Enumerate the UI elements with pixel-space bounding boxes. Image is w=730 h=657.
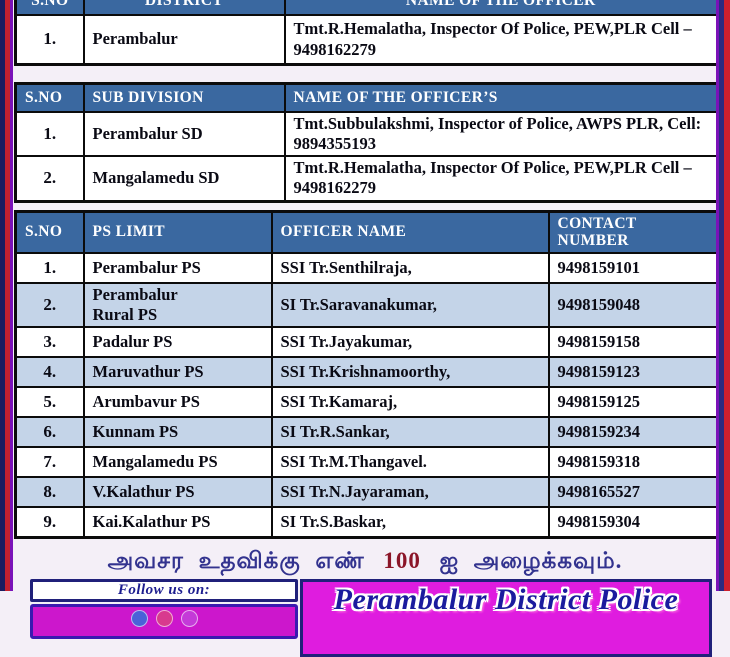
table-row: 2. Mangalamedu SD Tmt.R.Hemalatha, Inspe… [14, 155, 719, 202]
ps-header-contact: CONTACT NUMBER [547, 209, 719, 255]
ps-row-contact: 9498159158 [547, 326, 719, 359]
ps-header-sno: S.NO [14, 209, 85, 255]
ps-header-officer: OFFICER NAME [270, 209, 550, 255]
table-row: 5. Arumbavur PS SSI Tr.Kamaraj, 94981591… [14, 386, 719, 419]
ps-row-limit: Kunnam PS [82, 416, 273, 449]
ps-row-limit: Padalur PS [82, 326, 273, 359]
emergency-text-after: ஐ அழைக்கவும். [439, 548, 623, 574]
ps-row-limit: Kai.Kalathur PS [82, 506, 273, 539]
ps-row-limit: V.Kalathur PS [82, 476, 273, 509]
subdivision-table: S.NO SUB DIVISION NAME OF THE OFFICER’S … [14, 82, 719, 203]
ps-row-sno: 3. [14, 326, 85, 359]
social-icons-strip [30, 604, 298, 640]
subdivision-row-name: Perambalur SD [82, 110, 286, 158]
ps-row-officer: SI Tr.Saravanakumar, [270, 282, 550, 329]
table-row: 3. Padalur PS SSI Tr.Jayakumar, 94981591… [14, 326, 719, 359]
ps-row-sno: 9. [14, 506, 85, 539]
ps-row-officer: SI Tr.S.Baskar, [270, 506, 550, 539]
district-header-officer: NAME OF THE OFFICER [283, 0, 719, 16]
table-row: 9. Kai.Kalathur PS SI Tr.S.Baskar, 94981… [14, 506, 719, 539]
subdivision-row-sno: 2. [14, 155, 85, 202]
ps-row-officer: SI Tr.R.Sankar, [270, 416, 550, 449]
ps-row-officer: SSI Tr.Senthilraja, [270, 252, 550, 285]
ps-row-officer: SSI Tr.Krishnamoorthy, [270, 356, 550, 389]
emergency-text-before: அவசர உதவிக்கு எண் [107, 548, 365, 574]
ps-row-contact: 9498159123 [547, 356, 719, 389]
poster-content: S.NO DISTRICT NAME OF THE OFFICER 1. Per… [14, 0, 719, 657]
district-row-name: Perambalur [82, 14, 286, 66]
ps-row-officer: SSI Tr.M.Thangavel. [270, 446, 550, 479]
table-row: 1. Perambalur Tmt.R.Hemalatha, Inspector… [14, 14, 719, 66]
table-row: 2. Perambalur Rural PS SI Tr.Saravanakum… [14, 282, 719, 329]
follow-section: Follow us on: [30, 579, 298, 657]
district-table: S.NO DISTRICT NAME OF THE OFFICER 1. Per… [14, 0, 719, 66]
district-row-officer: Tmt.R.Hemalatha, Inspector Of Police, PE… [283, 14, 719, 66]
footer: Follow us on: Perambalur District Police [14, 579, 716, 657]
ps-row-sno: 4. [14, 356, 85, 389]
table-row: 1. Perambalur PS SSI Tr.Senthilraja, 949… [14, 252, 719, 285]
ps-row-sno: 6. [14, 416, 85, 449]
subdivision-header-division: SUB DIVISION [82, 82, 286, 113]
table-row: 4. Maruvathur PS SSI Tr.Krishnamoorthy, … [14, 356, 719, 389]
ps-row-limit: Perambalur Rural PS [82, 282, 273, 329]
right-frame-stripe [716, 0, 730, 591]
ps-row-contact: 9498159304 [547, 506, 719, 539]
table-row: 1. Perambalur SD Tmt.Subbulakshmi, Inspe… [14, 110, 719, 158]
ps-row-limit: Arumbavur PS [82, 386, 273, 419]
ps-row-contact: 9498159125 [547, 386, 719, 419]
ps-row-sno: 1. [14, 252, 85, 285]
subdivision-row-name: Mangalamedu SD [82, 155, 286, 202]
ps-row-limit: Perambalur PS [82, 252, 273, 285]
ps-row-sno: 8. [14, 476, 85, 509]
district-police-banner: Perambalur District Police [300, 579, 712, 657]
ps-row-sno: 2. [14, 282, 85, 329]
ps-row-sno: 5. [14, 386, 85, 419]
facebook-icon [130, 610, 148, 628]
ps-row-limit: Maruvathur PS [82, 356, 273, 389]
district-header-sno: S.NO [14, 0, 85, 16]
subdivision-table-header-row: S.NO SUB DIVISION NAME OF THE OFFICER’S [14, 82, 719, 113]
subdivision-row-officer: Tmt.R.Hemalatha, Inspector Of Police, PE… [283, 155, 719, 202]
district-row-sno: 1. [14, 14, 85, 66]
police-station-table: S.NO PS LIMIT OFFICER NAME CONTACT NUMBE… [14, 209, 719, 540]
ps-row-officer: SSI Tr.N.Jayaraman, [270, 476, 550, 509]
left-frame-stripe [0, 0, 13, 591]
twitter-icon [180, 610, 198, 628]
instagram-icon [155, 610, 173, 628]
ps-row-officer: SSI Tr.Kamaraj, [270, 386, 550, 419]
table-row: 7. Mangalamedu PS SSI Tr.M.Thangavel. 94… [14, 446, 719, 479]
ps-row-officer: SSI Tr.Jayakumar, [270, 326, 550, 359]
table-row: 8. V.Kalathur PS SSI Tr.N.Jayaraman, 949… [14, 476, 719, 509]
ps-row-contact: 9498159318 [547, 446, 719, 479]
banner-title: Perambalur District Police [333, 583, 679, 617]
ps-row-contact: 9498159101 [547, 252, 719, 285]
ps-header-limit: PS LIMIT [82, 209, 273, 255]
ps-row-limit: Mangalamedu PS [82, 446, 273, 479]
ps-row-sno: 7. [14, 446, 85, 479]
subdivision-row-officer: Tmt.Subbulakshmi, Inspector of Police, A… [283, 110, 719, 158]
subdivision-header-officer: NAME OF THE OFFICER’S [283, 82, 719, 113]
subdivision-header-sno: S.NO [14, 82, 85, 113]
ps-table-header-row: S.NO PS LIMIT OFFICER NAME CONTACT NUMBE… [14, 209, 719, 255]
ps-row-contact: 9498159234 [547, 416, 719, 449]
emergency-notice: அவசர உதவிக்கு எண் 100 ஐ அழைக்கவும். [14, 545, 716, 577]
ps-row-contact: 9498159048 [547, 282, 719, 329]
district-header-district: DISTRICT [82, 0, 286, 16]
subdivision-row-sno: 1. [14, 110, 85, 158]
table-row: 6. Kunnam PS SI Tr.R.Sankar, 9498159234 [14, 416, 719, 449]
district-table-header-row: S.NO DISTRICT NAME OF THE OFFICER [14, 0, 719, 16]
ps-row-contact: 9498165527 [547, 476, 719, 509]
emergency-number: 100 [383, 548, 421, 574]
